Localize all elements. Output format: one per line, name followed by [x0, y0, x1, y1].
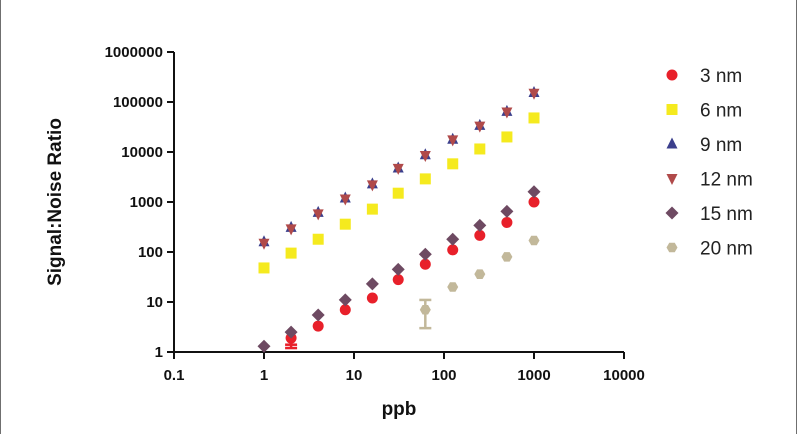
- x-tick-label: 1000: [517, 367, 550, 384]
- data-point: [312, 320, 324, 332]
- y-tick-label: 10000: [121, 144, 163, 161]
- data-point: [392, 163, 404, 175]
- legend-marker: [666, 174, 678, 185]
- x-tick-label: 0.1: [164, 367, 185, 384]
- data-point: [473, 218, 487, 232]
- legend-label: 15 nm: [700, 204, 753, 225]
- x-tick-label: 1: [260, 367, 268, 384]
- data-point: [338, 293, 352, 307]
- x-tick-label: 10: [346, 367, 363, 384]
- data-point: [312, 233, 324, 245]
- data-point: [366, 292, 378, 304]
- x-tick-label: 10000: [603, 367, 645, 384]
- data-point: [501, 216, 513, 228]
- data-point: [527, 185, 541, 199]
- data-point: [500, 204, 514, 218]
- legend-label: 6 nm: [700, 101, 742, 122]
- data-point: [285, 247, 297, 259]
- y-tick-label: 100: [138, 244, 163, 261]
- y-axis-title: Signal:Noise Ratio: [45, 118, 66, 286]
- legend-label: 9 nm: [700, 135, 742, 156]
- data-point: [258, 262, 270, 274]
- data-point: [474, 269, 486, 279]
- data-point: [447, 158, 459, 170]
- axes: 0.1 1 10 100 1000 100001101001000100001000001…: [105, 44, 645, 384]
- data-point: [447, 244, 459, 256]
- data-point: [501, 252, 513, 262]
- series-20-nm: [419, 235, 540, 330]
- x-axis-title: ppb: [382, 399, 417, 420]
- y-tick-label: 1: [155, 344, 163, 361]
- legend-label: 12 nm: [700, 170, 753, 191]
- data-point: [339, 218, 351, 230]
- data-point: [528, 196, 540, 208]
- y-tick-label: 100000: [113, 94, 163, 111]
- data-point: [474, 143, 486, 155]
- data-point: [501, 131, 513, 143]
- legend-marker: [665, 206, 679, 220]
- data-point: [447, 282, 459, 292]
- legend-label: 3 nm: [700, 66, 742, 87]
- data-point: [258, 238, 270, 250]
- data-point: [418, 247, 432, 261]
- data-point: [391, 262, 405, 276]
- series-15-nm: [257, 185, 541, 353]
- data-point: [447, 135, 459, 147]
- data-point: [474, 121, 486, 133]
- series-6-nm: [258, 112, 540, 274]
- data-point: [285, 224, 297, 236]
- data-point: [528, 88, 540, 100]
- data-point: [446, 232, 460, 246]
- legend: 3 nm 6 nm 9 nm 12 nm 15 nm 20 nm: [665, 66, 753, 260]
- data-point: [312, 209, 324, 221]
- data-point: [501, 107, 513, 119]
- data-point: [339, 304, 351, 316]
- data-point: [419, 304, 431, 315]
- y-tick-label: 10: [146, 294, 163, 311]
- data-point: [257, 339, 271, 353]
- data-point: [365, 277, 379, 291]
- data-point: [366, 203, 378, 215]
- x-tick-label: 100: [431, 367, 456, 384]
- data-point: [392, 187, 404, 199]
- legend-marker: [666, 69, 678, 81]
- data-point: [419, 258, 431, 270]
- series-3-nm: [285, 196, 540, 350]
- data-point: [339, 194, 351, 206]
- y-tick-label: 1000: [130, 194, 163, 211]
- data-point: [474, 229, 486, 241]
- legend-marker: [666, 104, 678, 115]
- data-point: [311, 308, 325, 322]
- data-point: [528, 235, 540, 246]
- data-point: [528, 112, 540, 124]
- legend-marker: [666, 242, 678, 253]
- data-point: [419, 151, 431, 163]
- series-12-nm: [258, 88, 540, 250]
- data-point: [284, 325, 298, 339]
- data-marks: [257, 85, 541, 353]
- y-tick-label: 1000000: [105, 44, 163, 61]
- data-point: [366, 180, 378, 192]
- data-point: [419, 173, 431, 185]
- legend-marker: [666, 137, 678, 149]
- data-point: [392, 274, 404, 286]
- legend-label: 20 nm: [700, 239, 753, 260]
